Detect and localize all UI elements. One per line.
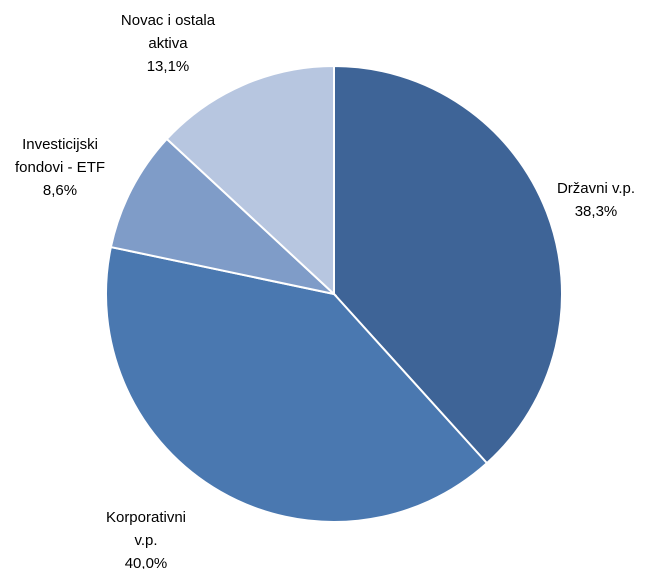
slice-value-label: 38,3% — [575, 203, 618, 220]
slice-value-label: 40,0% — [125, 555, 168, 569]
pie-slice-drzavni-v-p — [333, 64, 563, 465]
slice-label-novac-i-ostala-aktiva: Novac i ostala aktiva 13,1% — [121, 12, 216, 75]
slice-name-line: Državni v.p. — [557, 180, 635, 197]
slice-name-line: fondovi - ETF — [15, 159, 105, 176]
pie-slice-korporativni-v-p — [105, 245, 489, 523]
pie-slice-investicijski-fondovi-etf — [109, 137, 338, 296]
slice-name-line: v.p. — [134, 532, 157, 549]
slice-name-line: aktiva — [148, 35, 188, 52]
slice-value-label: 13,1% — [147, 58, 190, 75]
slice-value-label: 8,6% — [43, 182, 77, 199]
slice-name-line: Korporativni — [106, 509, 186, 526]
slice-label-korporativni-v-p: Korporativni v.p. 40,0% — [106, 509, 186, 569]
slice-label-investicijski-fondovi-etf: Investicijski fondovi - ETF 8,6% — [15, 136, 105, 199]
pie-slice-novac-i-ostala-aktiva — [165, 64, 335, 297]
slice-name-line: Investicijski — [22, 136, 98, 153]
slice-name-line: Novac i ostala — [121, 12, 216, 29]
slice-label-drzavni-v-p: Državni v.p. 38,3% — [557, 180, 635, 220]
pie-labels: Državni v.p. 38,3% Korporativni v.p. 40,0% In… — [15, 12, 635, 569]
pie-slices — [105, 64, 563, 523]
